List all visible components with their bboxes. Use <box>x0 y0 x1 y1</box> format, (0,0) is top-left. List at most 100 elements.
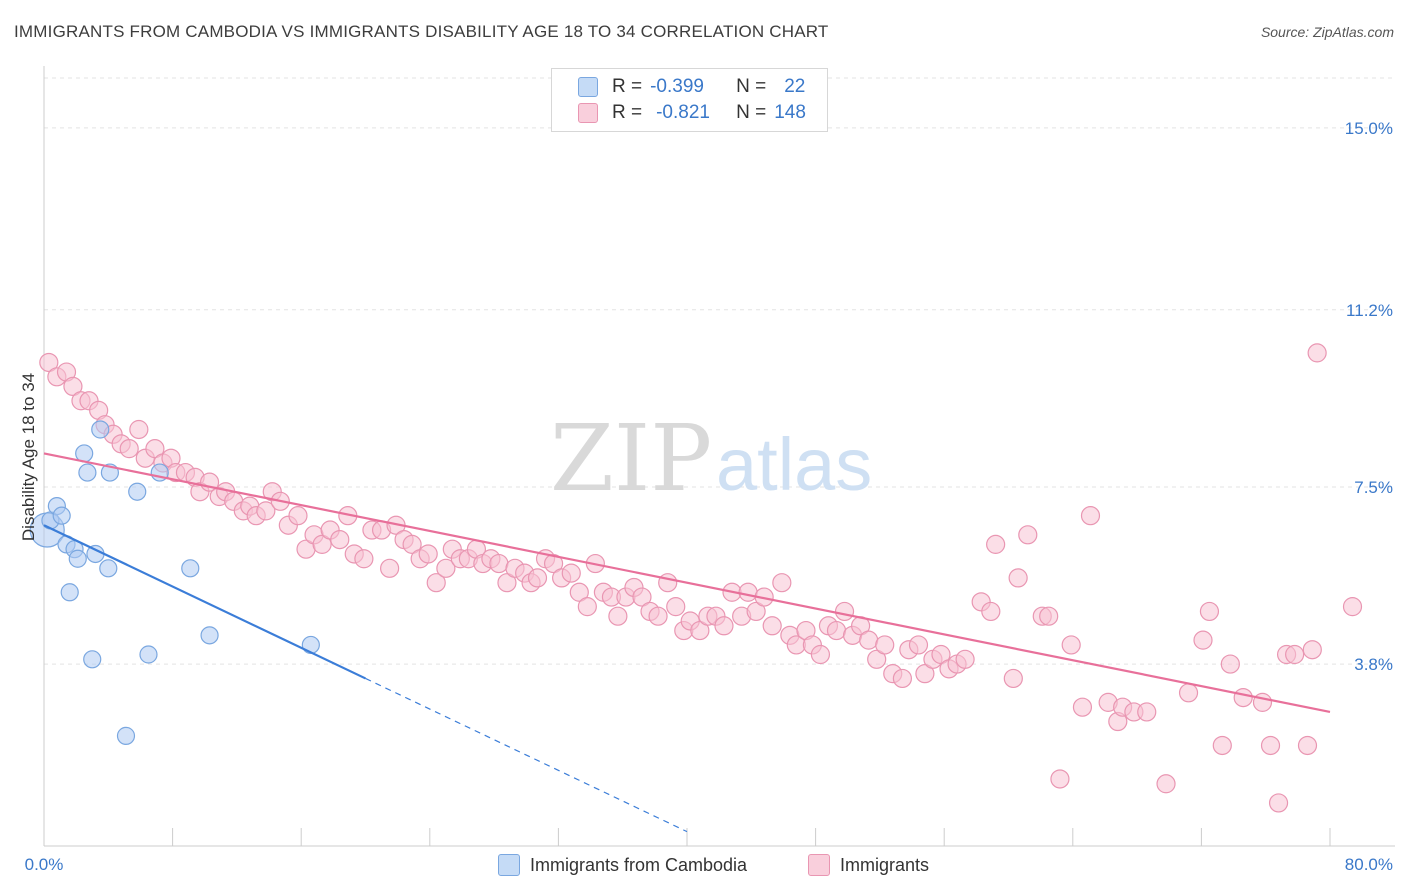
cambodia-point <box>83 650 102 669</box>
cambodia-point <box>139 645 158 664</box>
immigrants-point <box>145 439 165 459</box>
immigrants-point <box>129 419 149 440</box>
immigrants-point <box>1003 668 1023 689</box>
legend-n-label: N = <box>736 102 767 123</box>
immigrants-point <box>859 630 879 650</box>
immigrants-point <box>714 616 734 636</box>
y-tick-label: 11.2% <box>1346 301 1393 320</box>
immigrants-point <box>426 573 446 593</box>
cambodia-point <box>181 559 200 578</box>
y-axis-label: Disability Age 18 to 34 <box>19 373 38 541</box>
immigrants-point <box>981 601 1001 622</box>
immigrants-point <box>418 544 438 564</box>
immigrants-point <box>561 563 581 583</box>
correlation-legend: R = -0.399 N = 22 R = -0.821 N = 148 <box>551 68 828 132</box>
legend-swatch-blue <box>578 77 598 97</box>
cambodia-points <box>29 420 320 745</box>
immigrants-point <box>1342 597 1363 617</box>
x-tick-label: 80.0% <box>1345 855 1393 874</box>
legend-r-value: -0.821 <box>656 102 710 123</box>
gridlines <box>44 77 1395 665</box>
immigrants-point <box>1137 702 1157 722</box>
immigrants-trend-line <box>43 452 1331 714</box>
immigrants-point <box>497 573 517 593</box>
immigrants-point <box>312 534 332 554</box>
cambodia-point <box>301 635 320 655</box>
bottom-legend-swatch-blue <box>498 854 520 876</box>
immigrants-point <box>908 635 929 655</box>
watermark-zip: ZIP <box>550 405 712 512</box>
tick-labels: 3.8% 7.5% 11.2% 15.0% 0.0% 80.0% <box>25 119 1393 874</box>
legend-n-value: 148 <box>774 102 806 123</box>
immigrants-point <box>867 649 887 669</box>
watermark-atlas: atlas <box>716 423 872 506</box>
immigrants-point <box>1212 735 1232 756</box>
trend-lines <box>43 452 1331 833</box>
bottom-legend-cambodia: Immigrants from Cambodia <box>498 852 747 878</box>
immigrants-point <box>632 587 652 607</box>
legend-row-cambodia: R = -0.399 N = 22 <box>578 75 805 99</box>
immigrants-point <box>288 506 308 526</box>
immigrants-point <box>826 620 847 641</box>
cambodia-point <box>52 506 71 525</box>
cambodia-point <box>60 583 79 602</box>
immigrants-point <box>608 606 628 626</box>
immigrants-point <box>810 644 831 665</box>
watermark: ZIP atlas <box>550 405 872 512</box>
immigrants-point <box>119 439 139 459</box>
immigrants-point <box>543 553 564 574</box>
immigrants-point <box>666 597 686 617</box>
immigrants-point <box>915 664 935 684</box>
immigrants-point <box>875 635 895 655</box>
cambodia-point <box>116 726 136 745</box>
cambodia-point <box>91 420 110 439</box>
chart-source: Source: ZipAtlas.com <box>1260 24 1394 40</box>
immigrants-point <box>986 534 1006 554</box>
immigrants-point <box>63 376 83 396</box>
immigrants-point <box>1061 635 1081 655</box>
immigrants-points <box>39 343 1363 813</box>
immigrants-point <box>527 568 548 588</box>
cambodia-point <box>78 463 97 482</box>
immigrants-point <box>1260 735 1281 756</box>
immigrants-point <box>330 529 350 550</box>
immigrants-point <box>1199 601 1220 622</box>
bottom-legend-label: Immigrants from Cambodia <box>530 854 748 875</box>
bottom-legend-label: Immigrants <box>840 854 930 875</box>
immigrants-point <box>1220 654 1240 674</box>
legend-n-label: N = <box>736 76 767 97</box>
immigrants-point <box>354 549 374 569</box>
immigrants-point <box>1233 687 1253 708</box>
legend-r-label: R = <box>612 102 643 123</box>
immigrants-point <box>1193 630 1213 650</box>
immigrants-point <box>1080 506 1101 526</box>
immigrants-point <box>489 553 509 574</box>
legend-swatch-pink <box>578 103 598 123</box>
immigrants-point <box>1285 644 1305 665</box>
bottom-legend-immigrants: Immigrants <box>808 852 929 878</box>
immigrants-point <box>746 601 766 622</box>
immigrants-point <box>931 644 951 665</box>
x-tick-label: 0.0% <box>25 855 64 874</box>
cambodia-trend-extension <box>365 677 688 833</box>
immigrants-point <box>1156 774 1176 794</box>
legend-r-label: R = <box>612 76 643 97</box>
y-tick-label: 7.5% <box>1354 478 1393 497</box>
immigrants-point <box>1008 568 1028 588</box>
immigrants-point <box>436 558 456 578</box>
legend-row-immigrants: R = -0.821 N = 148 <box>578 101 806 125</box>
immigrants-point <box>1307 343 1327 363</box>
legend-n-value: 22 <box>784 76 806 97</box>
immigrants-point <box>1268 793 1289 813</box>
y-tick-label: 15.0% <box>1345 119 1393 138</box>
immigrants-point <box>1297 735 1318 756</box>
y-tick-label: 3.8% <box>1354 655 1393 674</box>
immigrants-point <box>380 558 400 578</box>
legend-r-value: -0.399 <box>650 76 704 97</box>
immigrants-point <box>738 582 758 602</box>
immigrants-point <box>1039 606 1059 626</box>
immigrants-point <box>1050 769 1070 789</box>
immigrants-point <box>762 616 782 636</box>
immigrants-point <box>834 601 855 622</box>
